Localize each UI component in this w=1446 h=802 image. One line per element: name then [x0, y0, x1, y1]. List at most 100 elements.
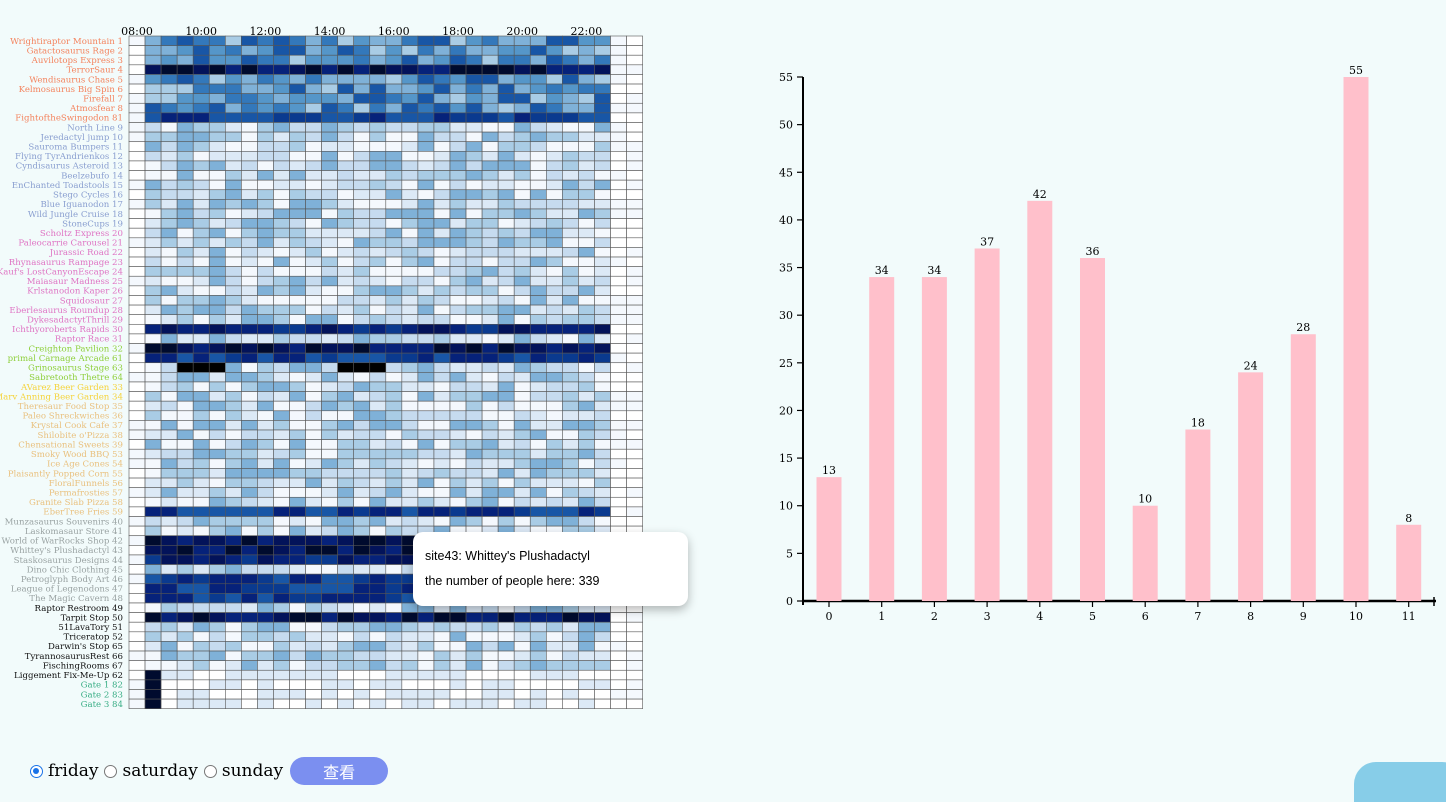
heatmap-cell[interactable] — [433, 256, 451, 267]
heatmap-cell[interactable] — [562, 410, 579, 421]
heatmap-cell[interactable] — [321, 420, 338, 431]
heatmap-cell[interactable] — [626, 295, 643, 306]
heatmap-cell[interactable] — [417, 160, 435, 171]
heatmap-cell[interactable] — [626, 362, 643, 373]
heatmap-cell[interactable] — [192, 468, 210, 479]
heatmap-cell[interactable] — [513, 641, 531, 652]
heatmap-cell[interactable] — [626, 122, 643, 133]
heatmap-cell[interactable] — [225, 689, 242, 700]
heatmap-cell[interactable] — [144, 247, 162, 258]
heatmap-cell[interactable] — [417, 237, 435, 248]
heatmap-cell[interactable] — [481, 400, 499, 412]
heatmap-cell[interactable] — [160, 650, 178, 661]
heatmap-cell[interactable] — [610, 227, 627, 239]
heatmap-cell[interactable] — [208, 64, 226, 75]
heatmap-cell[interactable] — [289, 218, 306, 229]
heatmap-cell[interactable] — [594, 468, 611, 479]
heatmap-cell[interactable] — [465, 477, 483, 488]
heatmap-cell[interactable] — [289, 333, 306, 344]
heatmap-cell[interactable] — [337, 208, 354, 219]
heatmap-cell[interactable] — [305, 343, 322, 354]
heatmap-cell[interactable] — [128, 64, 146, 75]
heatmap-cell[interactable] — [192, 179, 210, 191]
heatmap-cell[interactable] — [257, 689, 274, 700]
heatmap-cell[interactable] — [305, 189, 322, 200]
heatmap-cell[interactable] — [257, 429, 274, 440]
heatmap-cell[interactable] — [128, 439, 146, 450]
heatmap-cell[interactable] — [241, 621, 258, 633]
heatmap-cell[interactable] — [385, 535, 403, 546]
heatmap-cell[interactable] — [449, 323, 467, 335]
heatmap-cell[interactable] — [610, 621, 627, 633]
heatmap-cell[interactable] — [465, 160, 483, 171]
heatmap-cell[interactable] — [208, 45, 226, 56]
heatmap-cell[interactable] — [465, 256, 483, 267]
heatmap-cell[interactable] — [481, 698, 499, 710]
heatmap-cell[interactable] — [128, 535, 146, 546]
heatmap-cell[interactable] — [449, 266, 467, 277]
heatmap-cell[interactable] — [144, 352, 162, 364]
heatmap-cell[interactable] — [417, 372, 435, 383]
heatmap-cell[interactable] — [289, 429, 306, 440]
heatmap-cell[interactable] — [594, 247, 611, 258]
radio-friday[interactable]: friday — [30, 761, 98, 781]
heatmap-cell[interactable] — [513, 131, 531, 143]
heatmap-cell[interactable] — [449, 669, 467, 681]
heatmap-cell[interactable] — [321, 141, 338, 152]
heatmap-cell[interactable] — [401, 112, 419, 123]
heatmap-cell[interactable] — [144, 218, 162, 229]
heatmap-cell[interactable] — [417, 487, 435, 498]
heatmap-cell[interactable] — [353, 256, 371, 267]
heatmap-cell[interactable] — [273, 208, 290, 219]
heatmap-cell[interactable] — [626, 621, 643, 633]
heatmap-cell[interactable] — [497, 487, 515, 498]
heatmap-cell[interactable] — [401, 102, 419, 114]
heatmap-cell[interactable] — [449, 256, 467, 267]
heatmap-cell[interactable] — [353, 525, 371, 537]
heatmap-cell[interactable] — [594, 487, 611, 498]
heatmap-cell[interactable] — [160, 333, 178, 344]
heatmap-cell[interactable] — [562, 170, 579, 181]
heatmap-cell[interactable] — [289, 535, 306, 546]
heatmap-cell[interactable] — [128, 304, 146, 315]
heatmap-cell[interactable] — [176, 266, 194, 277]
heatmap-cell[interactable] — [385, 122, 403, 133]
heatmap-cell[interactable] — [497, 189, 515, 200]
heatmap-cell[interactable] — [433, 343, 451, 354]
heatmap-cell[interactable] — [192, 439, 210, 450]
heatmap-cell[interactable] — [208, 525, 226, 537]
heatmap-cell[interactable] — [497, 102, 515, 114]
heatmap-cell[interactable] — [385, 583, 403, 594]
heatmap-cell[interactable] — [481, 160, 499, 171]
heatmap-cell[interactable] — [273, 45, 290, 56]
heatmap-cell[interactable] — [289, 295, 306, 306]
heatmap-cell[interactable] — [273, 554, 290, 565]
heatmap-cell[interactable] — [481, 650, 499, 661]
heatmap-cell[interactable] — [128, 102, 146, 114]
heatmap-cell[interactable] — [128, 669, 146, 681]
heatmap-cell[interactable] — [545, 304, 563, 315]
heatmap-cell[interactable] — [144, 189, 162, 200]
heatmap-cell[interactable] — [176, 554, 194, 565]
heatmap-cell[interactable] — [353, 621, 371, 633]
heatmap-cell[interactable] — [545, 112, 563, 123]
heatmap-cell[interactable] — [337, 102, 354, 114]
heatmap-cell[interactable] — [225, 237, 242, 248]
heatmap-cell[interactable] — [257, 151, 274, 162]
heatmap-cell[interactable] — [481, 266, 499, 277]
heatmap-cell[interactable] — [545, 439, 563, 450]
heatmap-cell[interactable] — [562, 74, 579, 85]
heatmap-cell[interactable] — [610, 112, 627, 123]
heatmap-cell[interactable] — [353, 468, 371, 479]
heatmap-cell[interactable] — [208, 516, 226, 527]
heatmap-cell[interactable] — [401, 679, 419, 690]
heatmap-cell[interactable] — [128, 525, 146, 537]
heatmap-cell[interactable] — [578, 285, 595, 296]
heatmap-cell[interactable] — [353, 660, 371, 671]
heatmap-cell[interactable] — [305, 458, 322, 469]
heatmap-cell[interactable] — [513, 343, 531, 354]
heatmap-cell[interactable] — [385, 516, 403, 527]
heatmap-cell[interactable] — [513, 93, 531, 104]
heatmap-cell[interactable] — [321, 64, 338, 75]
heatmap-cell[interactable] — [578, 477, 595, 488]
